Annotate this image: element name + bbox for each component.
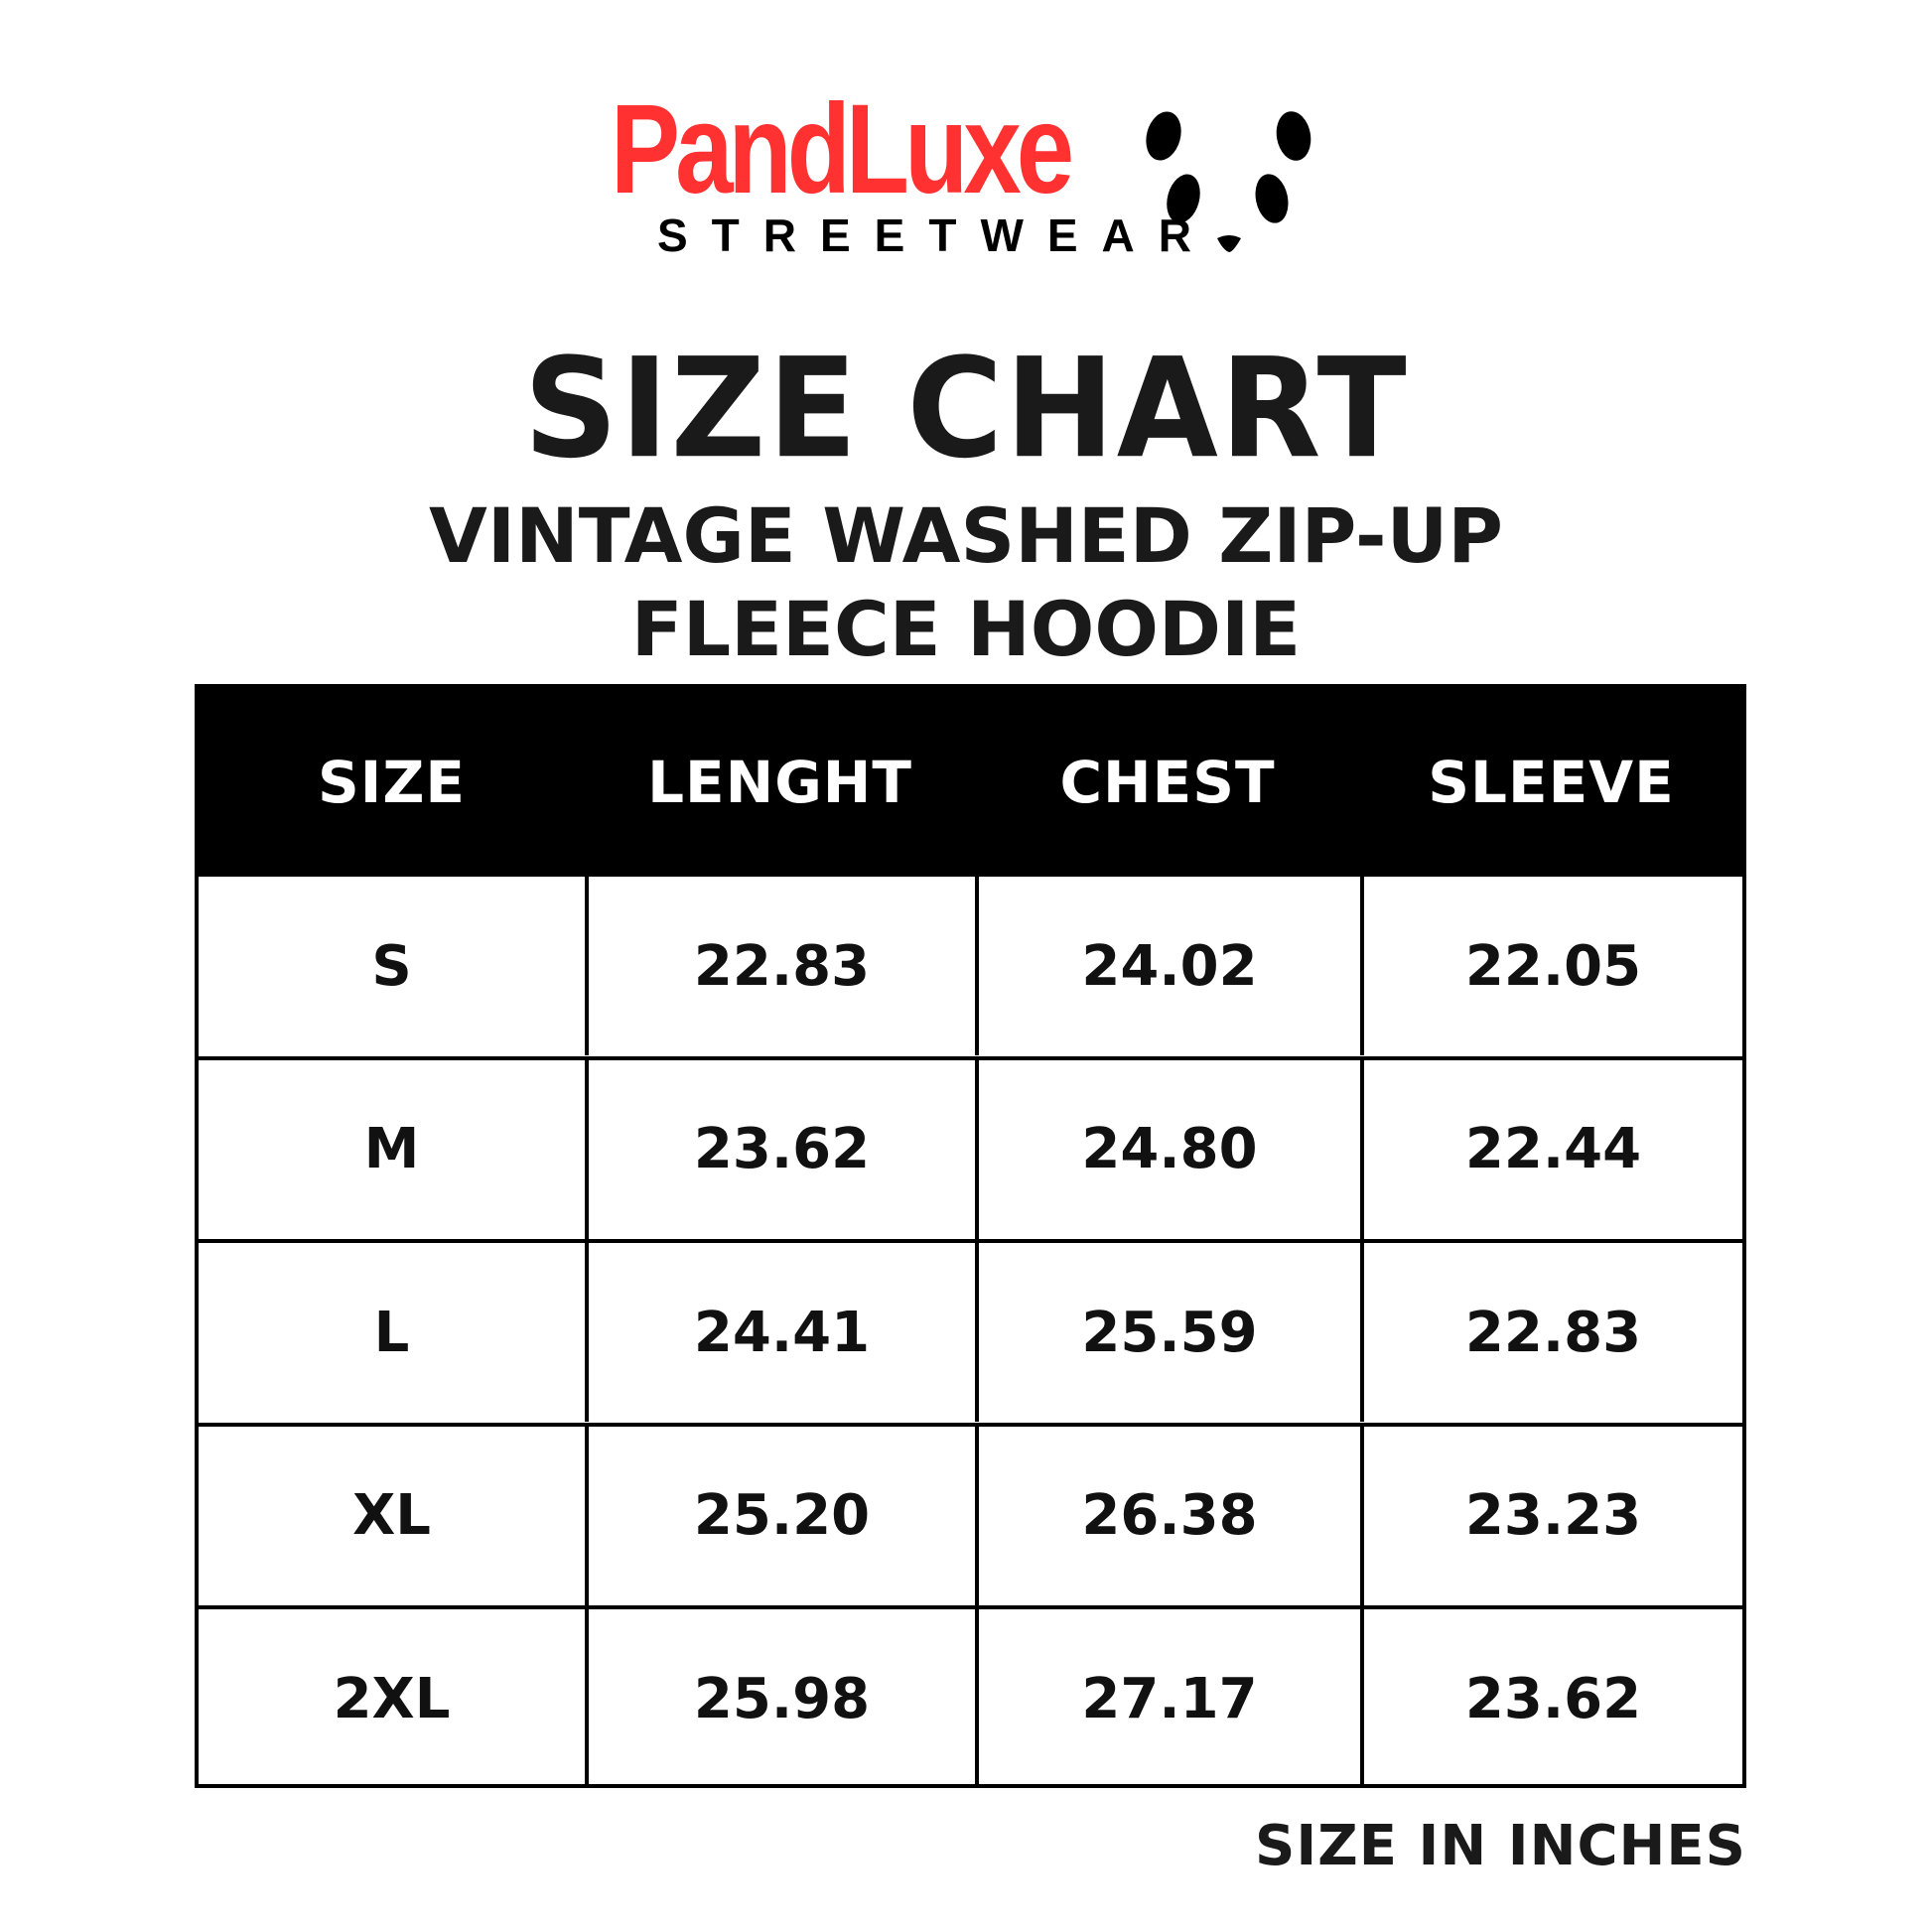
cell-sleeve: 23.23 — [1360, 1426, 1742, 1605]
panda-face-icon — [1146, 111, 1311, 252]
header-sleeve: SLEEVE — [1428, 749, 1675, 816]
header-size: SIZE — [317, 749, 467, 816]
page-title: SIZE CHART — [523, 329, 1409, 489]
cell-sleeve: 22.83 — [1360, 1243, 1742, 1422]
product-name-line-2: FLEECE HOODIE — [630, 585, 1302, 673]
cell-length: 24.41 — [585, 1243, 975, 1422]
cell-size: L — [373, 1300, 410, 1365]
table-header: SIZE LENGHT CHEST SLEEVE — [199, 688, 1742, 877]
table-row: L 24.41 25.59 22.83 — [199, 1239, 1742, 1422]
header-chest: CHEST — [1059, 749, 1276, 816]
cell-chest: 24.02 — [975, 877, 1360, 1055]
table-row: M 23.62 24.80 22.44 — [199, 1055, 1742, 1239]
cell-length: 25.98 — [585, 1609, 975, 1788]
product-name-line-1: VINTAGE WASHED ZIP-UP — [429, 491, 1503, 580]
brand-logo-text: PandLuxe — [611, 78, 1074, 220]
table-row: S 22.83 24.02 22.05 — [199, 873, 1742, 1055]
cell-sleeve: 23.62 — [1360, 1609, 1742, 1788]
cell-size: S — [371, 933, 412, 999]
cell-chest: 25.59 — [975, 1243, 1360, 1422]
size-table: SIZE LENGHT CHEST SLEEVE S 22.83 24.02 22.0… — [195, 684, 1746, 1788]
table-row: XL 25.20 26.38 23.23 — [199, 1422, 1742, 1605]
cell-chest: 26.38 — [975, 1426, 1360, 1605]
table-row: 2XL 25.98 27.17 23.62 — [199, 1605, 1742, 1788]
header-length: LENGHT — [647, 749, 912, 816]
cell-chest: 27.17 — [975, 1609, 1360, 1788]
cell-size: XL — [352, 1483, 431, 1548]
cell-length: 23.62 — [585, 1059, 975, 1239]
cell-size: 2XL — [333, 1666, 451, 1731]
cell-chest: 24.80 — [975, 1059, 1360, 1239]
cell-sleeve: 22.44 — [1360, 1059, 1742, 1239]
cell-length: 22.83 — [585, 877, 975, 1055]
units-note: SIZE IN INCHES — [1255, 1814, 1746, 1878]
cell-sleeve: 22.05 — [1360, 877, 1742, 1055]
cell-length: 25.20 — [585, 1426, 975, 1605]
cell-size: M — [363, 1117, 420, 1181]
brand-tagline: STREETWEAR — [657, 209, 1215, 261]
